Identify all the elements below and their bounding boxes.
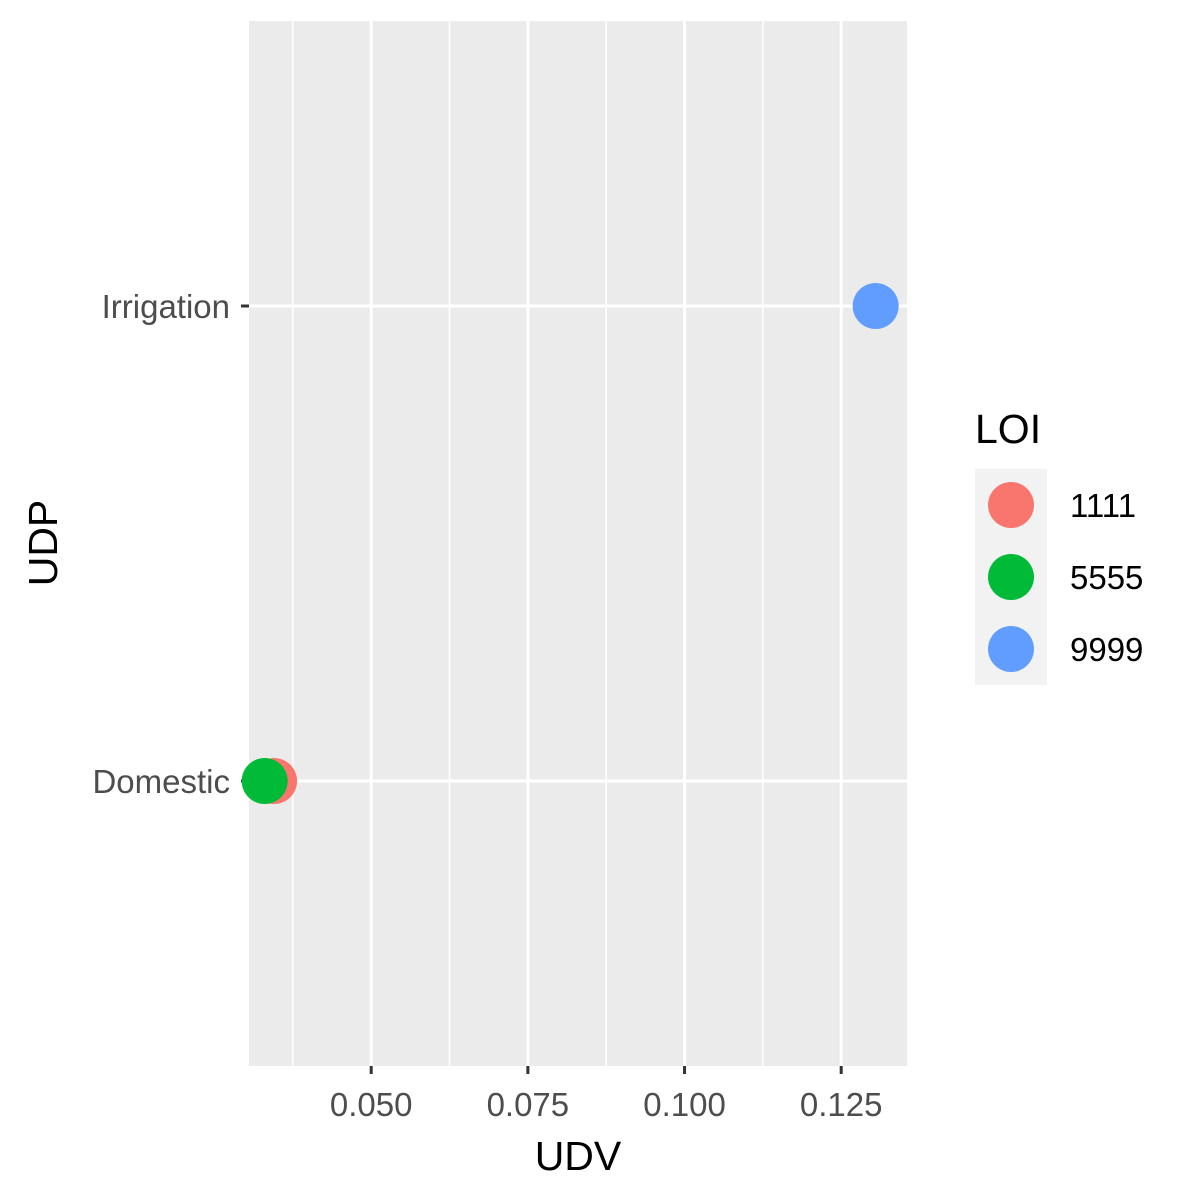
y-tick-label: Domestic: [92, 763, 230, 800]
x-tick-label: 0.125: [800, 1086, 883, 1123]
legend-key: [988, 626, 1034, 672]
x-tick-label: 0.075: [487, 1086, 570, 1123]
data-point: [852, 283, 899, 329]
y-axis-title: UDP: [20, 500, 66, 587]
legend: LOI 1111 5555 9999: [975, 406, 1143, 685]
major-gridlines: [249, 21, 907, 1066]
x-axis: 0.050 0.075 0.100 0.125: [330, 1066, 883, 1123]
panel-background: [249, 21, 907, 1066]
legend-label: 5555: [1070, 559, 1143, 596]
x-tick-label: 0.100: [643, 1086, 726, 1123]
legend-label: 9999: [1070, 631, 1143, 668]
data-point: [241, 758, 288, 804]
legend-title: LOI: [975, 406, 1041, 452]
data-points: [241, 283, 899, 804]
legend-label: 1111: [1070, 487, 1136, 524]
legend-key: [988, 554, 1034, 600]
minor-gridlines: [292, 21, 764, 1066]
legend-key: [988, 482, 1034, 528]
x-axis-title: UDV: [535, 1133, 622, 1179]
y-tick-label: Irrigation: [102, 288, 230, 325]
y-axis: Domestic Irrigation: [92, 288, 249, 800]
x-tick-label: 0.050: [330, 1086, 413, 1123]
